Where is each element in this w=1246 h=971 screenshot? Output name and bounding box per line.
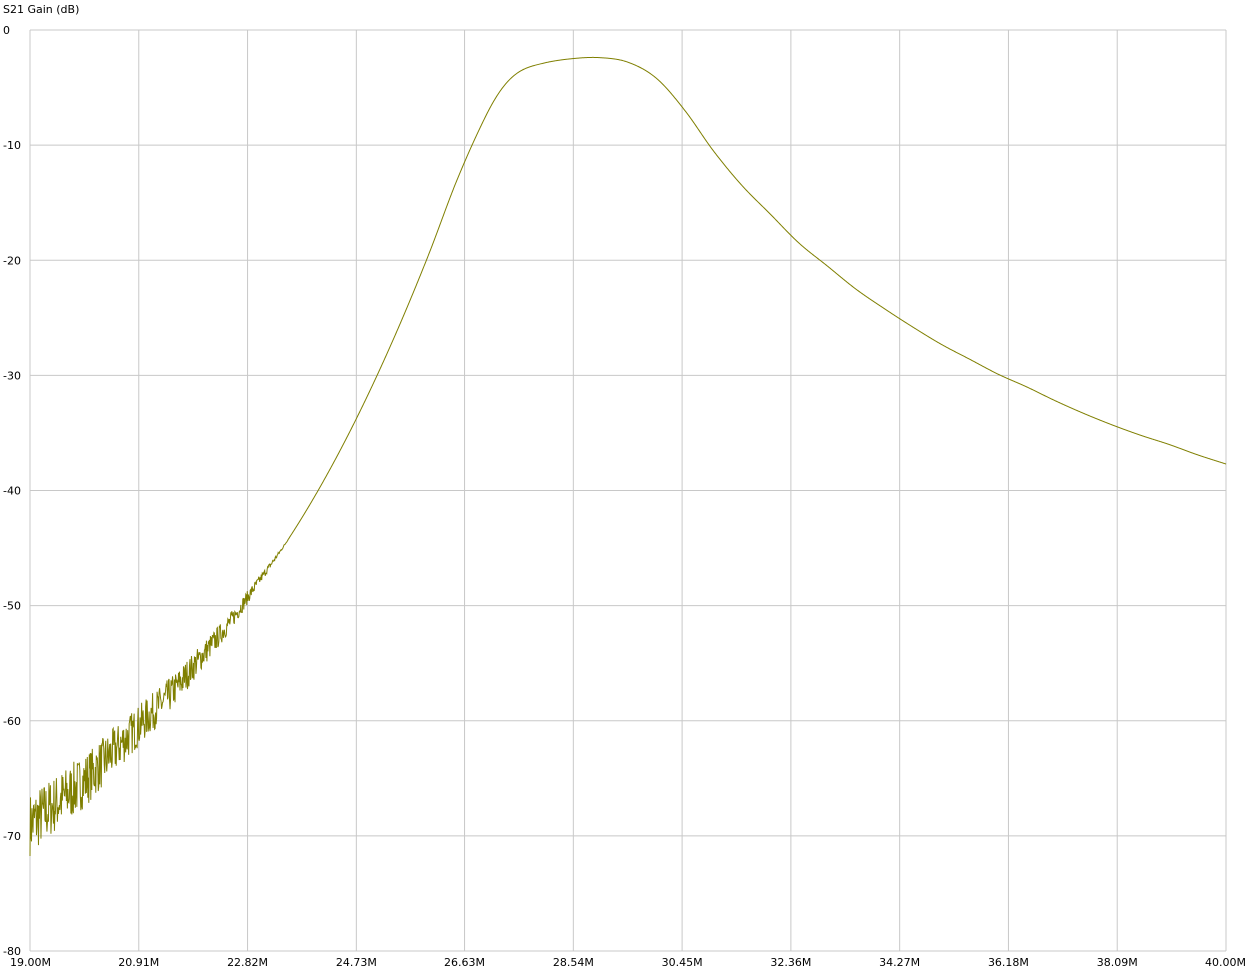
y-tick-label: -40	[3, 485, 21, 498]
x-tick-label: 40.00M	[1205, 956, 1246, 969]
s21-trace	[29, 56, 1227, 857]
series-layer	[29, 56, 1227, 857]
y-tick-label: -80	[3, 945, 21, 958]
x-tick-label: 19.00M	[10, 956, 51, 969]
y-tick-label: -30	[3, 369, 21, 382]
x-tick-label: 34.27M	[879, 956, 920, 969]
x-tick-label: 32.36M	[770, 956, 811, 969]
y-tick-label: -20	[3, 254, 21, 267]
x-tick-label: 28.54M	[553, 956, 594, 969]
x-tick-label: 30.45M	[662, 956, 703, 969]
y-tick-label: -70	[3, 830, 21, 843]
y-tick-label: -60	[3, 715, 21, 728]
y-tick-label: -10	[3, 139, 21, 152]
x-tick-label: 36.18M	[988, 956, 1029, 969]
x-tick-label: 26.63M	[444, 956, 485, 969]
tick-labels: 19.00M 20.91M 22.82M 24.73M 26.63M 28.54M 30.4…	[3, 24, 1246, 969]
x-tick-label: 20.91M	[118, 956, 159, 969]
y-tick-label: 0	[3, 24, 10, 37]
y-tick-label: -50	[3, 600, 21, 613]
grid-lines	[29, 29, 1227, 952]
y-axis-title: S21 Gain (dB)	[3, 3, 80, 16]
x-tick-label: 38.09M	[1097, 956, 1138, 969]
x-tick-label: 24.73M	[336, 956, 377, 969]
x-tick-label: 22.82M	[227, 956, 268, 969]
